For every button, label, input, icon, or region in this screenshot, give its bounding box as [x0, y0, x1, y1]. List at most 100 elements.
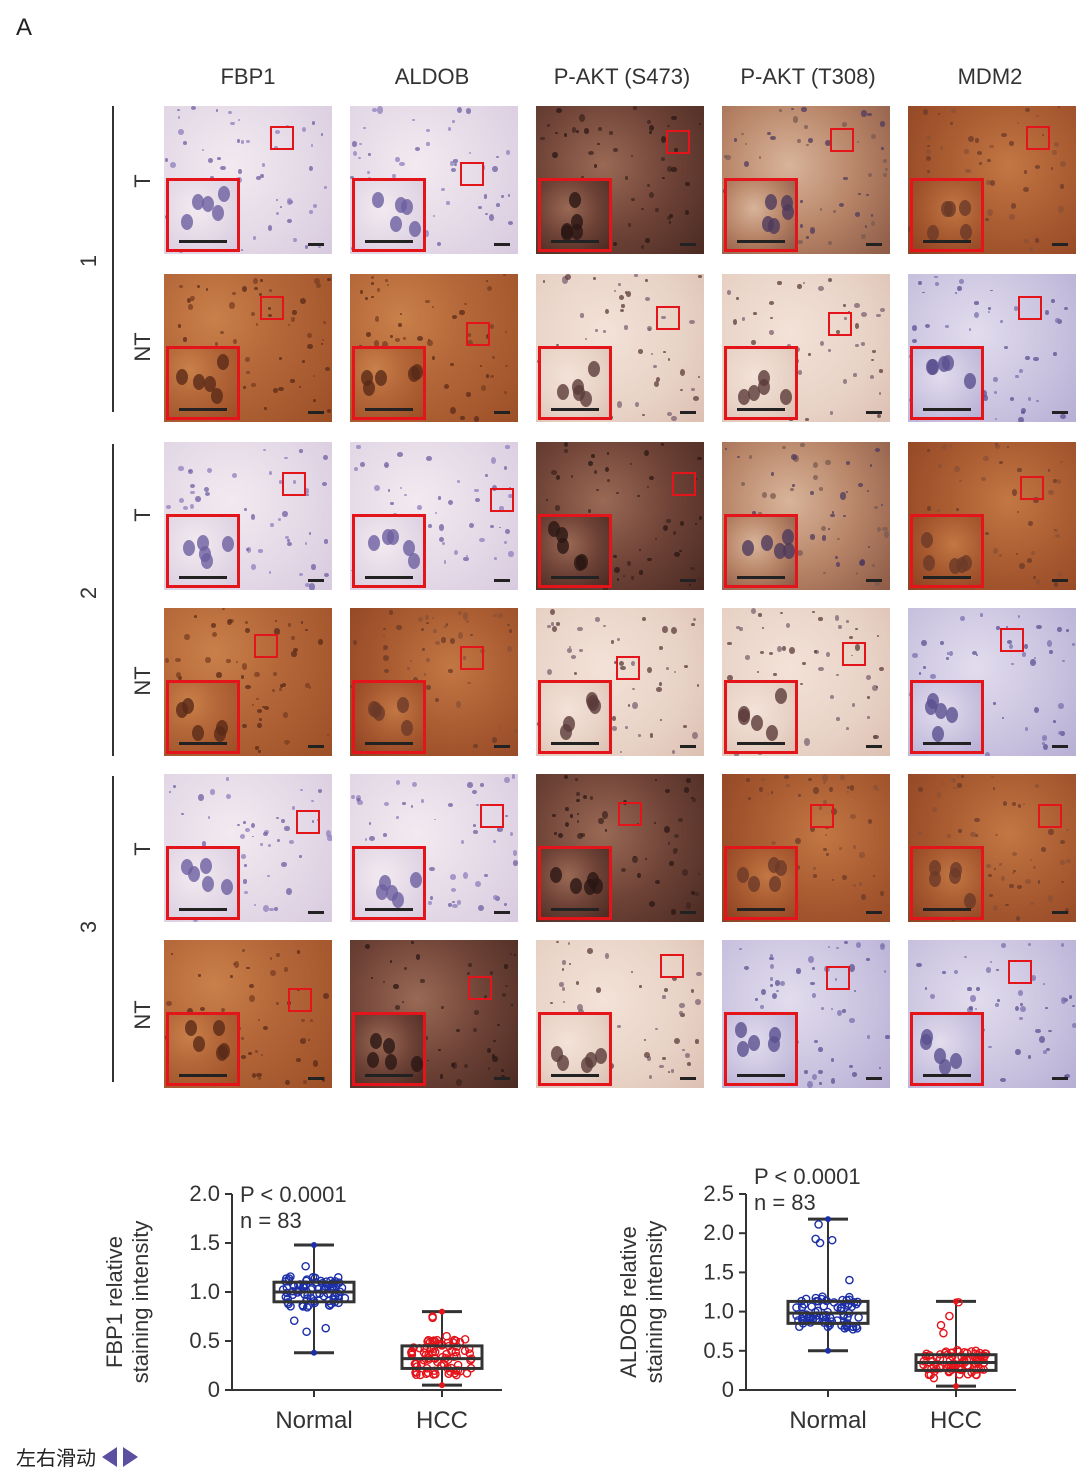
nucleus	[296, 950, 301, 954]
nucleus	[281, 862, 287, 868]
scroll-left-icon[interactable]	[102, 1446, 117, 1467]
nucleus	[697, 456, 703, 461]
nucleus	[768, 651, 773, 655]
nucleus	[975, 1007, 978, 1011]
nucleus	[782, 543, 795, 560]
nucleus	[465, 619, 469, 624]
nucleus	[505, 445, 510, 449]
nucleus	[692, 618, 696, 622]
nucleus	[276, 838, 281, 843]
nucleus	[1057, 627, 1062, 633]
nucleus	[872, 874, 876, 877]
nucleus	[383, 668, 389, 673]
nucleus	[465, 108, 472, 115]
nucleus	[569, 192, 582, 209]
nucleus	[745, 655, 751, 660]
nucleus	[865, 224, 868, 228]
nucleus	[321, 338, 325, 342]
n-label: n = 83	[240, 1208, 302, 1233]
nucleus	[446, 201, 451, 205]
nucleus	[872, 784, 878, 790]
nucleus	[504, 541, 507, 545]
nucleus	[825, 651, 831, 657]
nucleus	[561, 959, 567, 965]
zoom-inset	[352, 846, 426, 920]
swipe-hint: 左右滑动	[16, 1442, 138, 1471]
nucleus	[404, 494, 407, 497]
nucleus	[834, 977, 838, 981]
nucleus	[924, 323, 930, 328]
nucleus	[1007, 445, 1010, 449]
nucleus	[303, 1079, 307, 1085]
nucleus	[179, 498, 185, 504]
nucleus	[209, 176, 214, 180]
zoom-region-box	[826, 966, 850, 990]
column-header-mdm2: MDM2	[957, 64, 1023, 89]
nucleus	[810, 981, 815, 986]
nucleus	[556, 474, 561, 480]
row-label-nt: NT	[130, 332, 155, 362]
nucleus	[768, 876, 781, 893]
nucleus	[371, 107, 378, 112]
nucleus	[372, 192, 385, 209]
nucleus	[402, 540, 415, 557]
row-label-t: T	[130, 842, 155, 856]
nucleus	[995, 833, 998, 836]
nucleus	[686, 1062, 691, 1066]
nucleus	[447, 499, 453, 505]
nucleus	[769, 956, 774, 961]
nucleus	[383, 1038, 396, 1055]
nucleus	[698, 122, 701, 126]
nucleus	[646, 1056, 651, 1061]
nucleus	[986, 159, 992, 163]
nucleus	[835, 329, 841, 335]
scroll-right-icon[interactable]	[123, 1446, 138, 1467]
nucleus	[946, 833, 951, 839]
nucleus	[959, 224, 972, 241]
nucleus	[259, 292, 263, 296]
nucleus	[252, 277, 258, 284]
nucleus	[302, 1037, 306, 1041]
nucleus	[740, 482, 746, 487]
nucleus	[444, 625, 447, 628]
nucleus	[1015, 1049, 1021, 1056]
nucleus	[682, 868, 689, 876]
inset-scale-bar	[737, 408, 785, 411]
nucleus	[168, 790, 172, 794]
nucleus	[1061, 659, 1065, 663]
nucleus	[385, 278, 388, 283]
nucleus	[1013, 305, 1019, 311]
nucleus	[225, 777, 230, 781]
inset-scale-bar	[923, 1074, 971, 1077]
nucleus	[1057, 106, 1060, 108]
nucleus	[996, 968, 999, 972]
nucleus	[500, 195, 505, 198]
zoom-inset	[724, 514, 798, 588]
nucleus	[942, 970, 946, 974]
nucleus	[959, 199, 972, 216]
nucleus	[948, 557, 961, 574]
y-tick-label: 2.0	[703, 1220, 734, 1245]
nucleus	[555, 505, 561, 511]
nucleus	[1000, 319, 1004, 323]
nucleus	[382, 634, 386, 639]
nucleus	[326, 734, 329, 737]
zoom-region-box	[1038, 804, 1062, 828]
nucleus	[769, 316, 773, 320]
inset-scale-bar	[365, 408, 413, 411]
nucleus	[374, 340, 380, 347]
nucleus	[549, 609, 555, 616]
nucleus	[254, 671, 260, 677]
nucleus	[1028, 246, 1033, 252]
nucleus	[366, 1052, 379, 1069]
nucleus	[949, 868, 962, 885]
nucleus	[311, 799, 315, 803]
nucleus	[462, 655, 466, 660]
nucleus	[497, 827, 503, 833]
nucleus	[769, 977, 774, 981]
nucleus	[357, 799, 363, 806]
inset-scale-bar	[923, 576, 971, 579]
nucleus	[352, 141, 357, 147]
y-axis-label: staining intensity	[128, 1221, 153, 1384]
nucleus	[800, 224, 804, 228]
